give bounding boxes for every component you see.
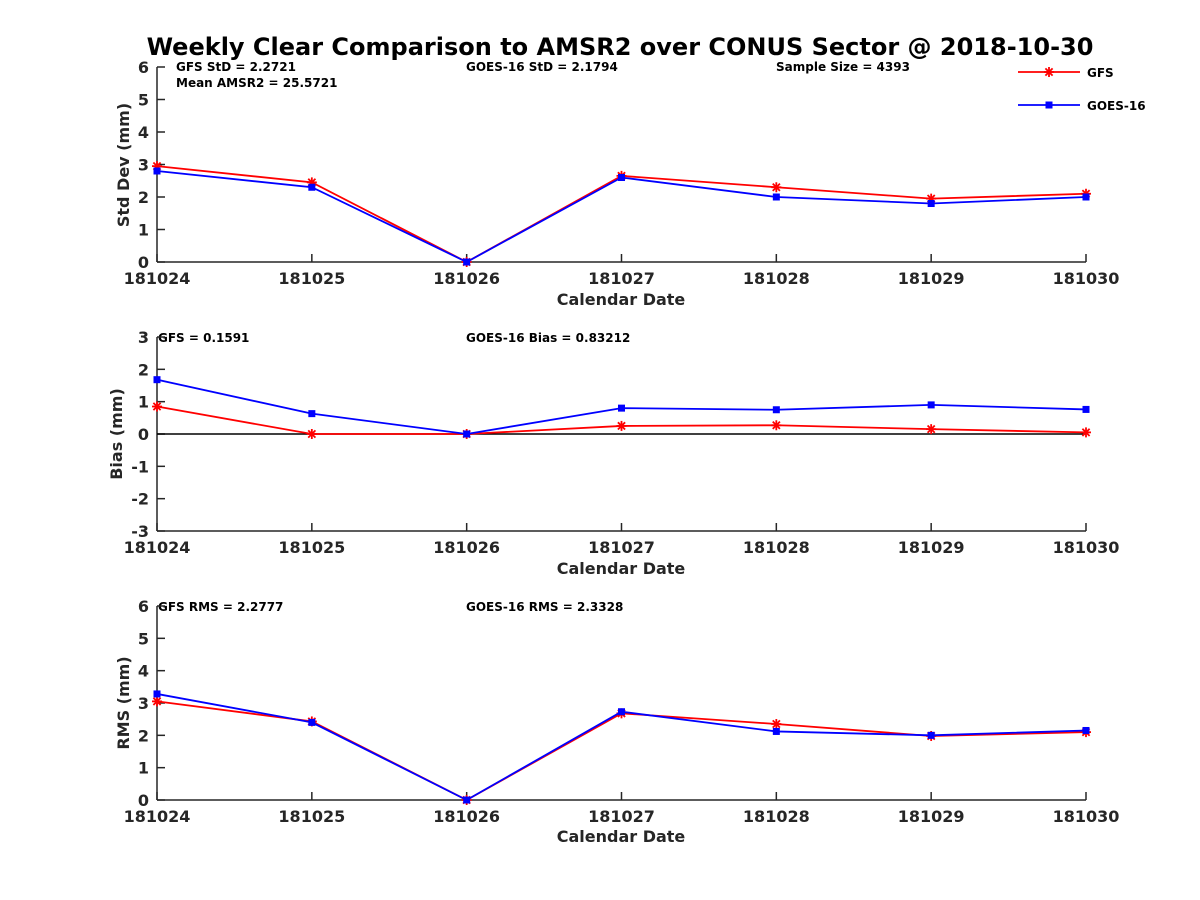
legend-label-goes16: GOES-16 — [1087, 99, 1146, 113]
rms-xlabel: Calendar Date — [557, 827, 686, 846]
std-dev-y-tick-label: 2 — [138, 188, 149, 207]
legend-marker-gfs — [1044, 67, 1054, 77]
rms-y-tick-label: 0 — [138, 791, 149, 810]
std-dev-series-goes16-point — [308, 183, 316, 191]
rms-ylabel: RMS (mm) — [114, 656, 133, 749]
rms-series-goes16-point — [153, 690, 161, 698]
bias-xlabel: Calendar Date — [557, 559, 686, 578]
rms-x-tick-label: 181027 — [588, 807, 655, 826]
rms-series-goes16-point — [308, 718, 316, 726]
bias-series-gfs-point — [616, 420, 627, 431]
rms-x-tick-label: 181030 — [1053, 807, 1120, 826]
legend: GFS GOES-16 — [1018, 66, 1146, 113]
bias-y-tick-label: 2 — [138, 360, 149, 379]
bias-x-tick-label: 181026 — [433, 538, 500, 557]
legend-marker-goes16 — [1045, 101, 1053, 109]
bias-y-tick-label: 0 — [138, 425, 149, 444]
std-dev-x-tick-label: 181027 — [588, 269, 655, 288]
legend-label-gfs: GFS — [1087, 66, 1114, 80]
bias-ylabel: Bias (mm) — [107, 388, 126, 480]
std-dev-x-tick-label: 181024 — [124, 269, 191, 288]
rms-y-tick-label: 2 — [138, 726, 149, 745]
std-dev-y-tick-label: 4 — [138, 123, 149, 142]
std-dev-ylabel: Std Dev (mm) — [114, 103, 133, 227]
std-dev-x-tick-label: 181029 — [898, 269, 965, 288]
std-dev-annotation-sample: Sample Size = 4393 — [776, 60, 910, 74]
rms-series-gfs-point — [152, 696, 162, 707]
rms-y-tick-label: 6 — [138, 597, 149, 616]
rms-panel: RMS (mm) Calendar Date GFS RMS = 2.2777 … — [114, 597, 1119, 846]
rms-y-tick-label: 4 — [138, 662, 149, 681]
std-dev-series-goes16-point — [153, 167, 161, 175]
std-dev-y-tick-label: 1 — [138, 221, 149, 240]
std-dev-y-tick-label: 3 — [138, 156, 149, 175]
rms-annotation-goes: GOES-16 RMS = 2.3328 — [466, 600, 623, 614]
bias-series-gfs-point — [771, 420, 782, 431]
figure-title: Weekly Clear Comparison to AMSR2 over CO… — [147, 33, 1094, 61]
bias-series-gfs-point — [926, 424, 937, 435]
std-dev-series-goes16-point — [618, 174, 625, 181]
rms-x-tick-label: 181026 — [433, 807, 500, 826]
std-dev-series-goes16-point — [1082, 193, 1090, 201]
bias-series-gfs-point — [306, 429, 317, 439]
bias-x-tick-label: 181030 — [1053, 538, 1120, 557]
std-dev-annotation-goes: GOES-16 StD = 2.1794 — [466, 60, 618, 74]
rms-series-goes16-point — [772, 727, 780, 735]
bias-series-gfs-point — [1081, 427, 1091, 438]
std-dev-series-goes16-point — [927, 200, 935, 207]
bias-series-goes16-point — [772, 406, 780, 414]
rms-x-tick-label: 181024 — [124, 807, 191, 826]
std-dev-x-tick-label: 181028 — [743, 269, 810, 288]
rms-x-tick-label: 181028 — [743, 807, 810, 826]
bias-y-tick-label: 1 — [138, 393, 149, 412]
rms-x-tick-label: 181025 — [278, 807, 345, 826]
bias-y-tick-label: -2 — [131, 490, 149, 509]
std-dev-panel: Std Dev (mm) Calendar Date GFS StD = 2.2… — [114, 58, 1119, 309]
bias-panel: Bias (mm) Calendar Date GFS = 0.1591 GOE… — [107, 328, 1119, 578]
std-dev-series-gfs-point — [771, 182, 782, 193]
std-dev-series-goes16-point — [772, 193, 780, 201]
bias-x-tick-label: 181027 — [588, 538, 655, 557]
std-dev-y-tick-label: 5 — [138, 91, 149, 110]
bias-x-tick-label: 181025 — [278, 538, 345, 557]
bias-x-tick-label: 181028 — [743, 538, 810, 557]
rms-series-goes16-point — [1082, 726, 1090, 734]
std-dev-y-tick-label: 6 — [138, 58, 149, 77]
bias-x-tick-label: 181024 — [124, 538, 191, 557]
bias-series-goes16-point — [308, 410, 316, 418]
rms-series-goes16-point — [463, 796, 471, 804]
bias-series-goes16-point — [463, 430, 471, 438]
bias-series-goes16-point — [927, 401, 935, 409]
rms-annotation-gfs: GFS RMS = 2.2777 — [158, 600, 283, 614]
bias-y-tick-label: -1 — [131, 457, 149, 476]
std-dev-x-tick-label: 181030 — [1053, 269, 1120, 288]
std-dev-annotation-gfs: GFS StD = 2.2721 — [176, 60, 296, 74]
bias-series-goes16-point — [153, 376, 161, 384]
rms-series-gfs-point — [771, 719, 782, 730]
rms-series-goes16-point — [618, 708, 625, 716]
std-dev-y-tick-label: 0 — [138, 253, 149, 272]
rms-y-tick-label: 3 — [138, 694, 149, 713]
rms-x-tick-label: 181029 — [898, 807, 965, 826]
std-dev-series-goes16-point — [463, 258, 471, 266]
std-dev-annotation-mean: Mean AMSR2 = 25.5721 — [176, 76, 337, 90]
std-dev-x-tick-label: 181025 — [278, 269, 345, 288]
bias-series-goes16-point — [1082, 405, 1090, 413]
bias-annotation-gfs: GFS = 0.1591 — [158, 331, 249, 345]
rms-series-goes16-point — [927, 731, 935, 739]
rms-y-tick-label: 5 — [138, 629, 149, 648]
bias-series-gfs-point — [152, 401, 162, 412]
bias-y-tick-label: 3 — [138, 328, 149, 347]
std-dev-x-tick-label: 181026 — [433, 269, 500, 288]
std-dev-xlabel: Calendar Date — [557, 290, 686, 309]
bias-series-goes16-point — [618, 404, 625, 412]
bias-annotation-goes: GOES-16 Bias = 0.83212 — [466, 331, 630, 345]
bias-x-tick-label: 181029 — [898, 538, 965, 557]
bias-y-tick-label: -3 — [131, 522, 149, 541]
std-dev-series-goes16-line — [156, 170, 1087, 264]
rms-y-tick-label: 1 — [138, 759, 149, 778]
